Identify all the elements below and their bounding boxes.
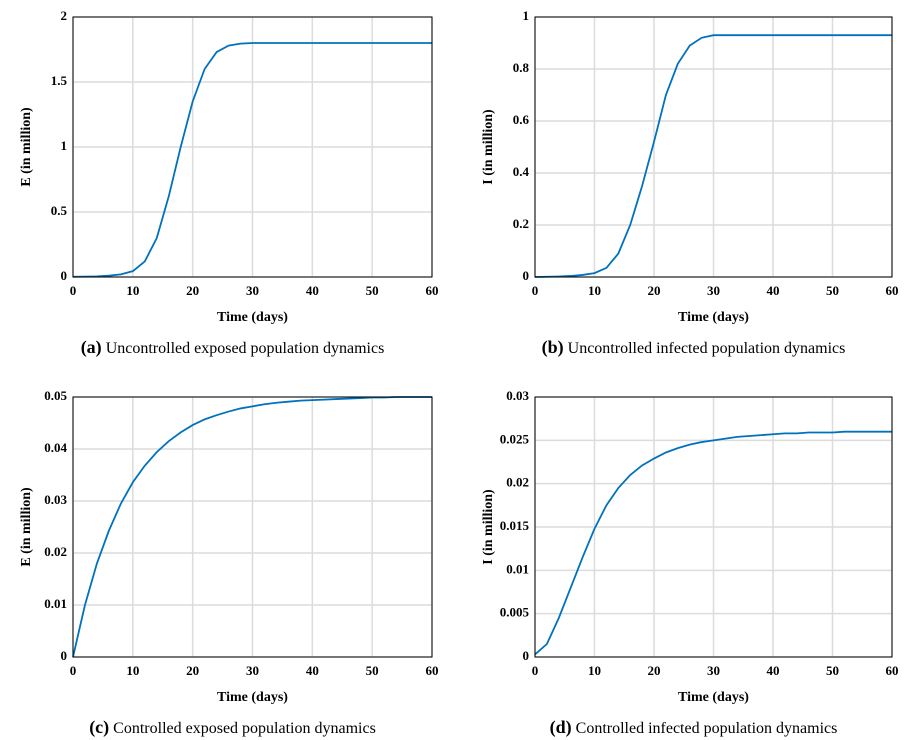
x-axis-label: Time (days) xyxy=(678,310,749,325)
y-tick-label: 0.01 xyxy=(44,596,67,611)
subplot: 0 10 20 30 40 50 60 0 0.5 1 1.5 2 Time (days) E (in m… xyxy=(19,8,438,358)
x-tick-label: 40 xyxy=(767,663,780,678)
y-tick-label: 0.8 xyxy=(513,60,530,75)
x-tick-label: 10 xyxy=(588,663,601,678)
axes-frame xyxy=(72,396,433,658)
x-axis-label: Time (days) xyxy=(217,310,288,325)
y-axis-label: E (in million) xyxy=(19,107,34,187)
caption-text: Uncontrolled infected population dynamic… xyxy=(568,340,846,357)
x-tick-label: 20 xyxy=(648,663,661,678)
x-tick-label: 60 xyxy=(886,283,899,298)
subplot: 0 10 20 30 40 50 60 0 0.2 0.4 0.6 0.8 1 Time (days) I … xyxy=(481,8,898,358)
y-tick-label: 0.05 xyxy=(44,388,67,403)
caption: (a) Uncontrolled exposed population dyna… xyxy=(81,337,385,358)
y-tick-label: 0.015 xyxy=(500,518,530,533)
line-series xyxy=(72,42,432,278)
x-tick-label: 10 xyxy=(126,663,139,678)
y-tick-label: 1 xyxy=(523,8,530,23)
line-series xyxy=(72,396,432,658)
caption-text: Controlled exposed population dynamics xyxy=(113,720,376,737)
x-tick-label: 30 xyxy=(246,663,259,678)
y-tick-label: 0 xyxy=(61,268,68,283)
x-tick-label: 60 xyxy=(886,663,899,678)
subplot: 0 10 20 30 40 50 60 0 0.01 0.02 0.03 0.04 0.05 Time (… xyxy=(19,388,438,738)
x-tick-label: 10 xyxy=(126,283,139,298)
x-tick-label: 30 xyxy=(707,283,720,298)
x-tick-label: 60 xyxy=(426,283,439,298)
x-tick-label: 50 xyxy=(366,663,379,678)
x-tick-label: 50 xyxy=(826,663,839,678)
x-tick-label: 0 xyxy=(532,663,539,678)
x-axis-label: Time (days) xyxy=(678,690,749,705)
y-axis-label: I (in million) xyxy=(481,489,496,565)
x-axis-label: Time (days) xyxy=(217,690,288,705)
axes-frame xyxy=(534,16,893,278)
y-tick-label: 0.02 xyxy=(506,475,529,490)
x-tick-label: 40 xyxy=(767,283,780,298)
line-series xyxy=(534,34,892,278)
caption: (c) Controlled exposed population dynami… xyxy=(89,717,376,738)
x-tick-label: 0 xyxy=(532,283,539,298)
x-tick-label: 20 xyxy=(186,283,199,298)
x-tick-label: 60 xyxy=(426,663,439,678)
y-tick-label: 0.005 xyxy=(500,605,530,620)
x-tick-label: 30 xyxy=(707,663,720,678)
y-tick-label: 1 xyxy=(61,138,68,153)
y-tick-label: 0 xyxy=(523,268,530,283)
y-tick-label: 0.03 xyxy=(44,492,67,507)
y-tick-label: 2 xyxy=(61,8,68,23)
line-series xyxy=(534,430,892,656)
y-tick-label: 0.03 xyxy=(506,388,529,403)
y-tick-label: 0 xyxy=(523,648,530,663)
y-tick-label: 0.5 xyxy=(51,203,68,218)
caption-label: (d) xyxy=(550,717,572,738)
y-axis-label: I (in million) xyxy=(481,109,496,185)
caption: (b) Uncontrolled infected population dyn… xyxy=(542,337,846,358)
x-tick-label: 0 xyxy=(70,283,77,298)
x-tick-label: 40 xyxy=(306,283,319,298)
axes-frame xyxy=(534,396,893,658)
x-tick-label: 20 xyxy=(186,663,199,678)
x-tick-label: 20 xyxy=(648,283,661,298)
y-tick-label: 0.4 xyxy=(513,164,530,179)
y-tick-label: 0.6 xyxy=(513,112,530,127)
caption-text: Controlled infected population dynamics xyxy=(576,720,838,737)
x-tick-label: 30 xyxy=(246,283,259,298)
caption-label: (a) xyxy=(81,337,102,358)
axes-frame xyxy=(72,16,433,278)
x-tick-label: 50 xyxy=(826,283,839,298)
subplot: 0 10 20 30 40 50 60 0 0.005 0.01 0.015 0.02 0.025 0.0… xyxy=(481,388,898,738)
x-tick-label: 0 xyxy=(70,663,77,678)
y-tick-label: 0.01 xyxy=(506,561,529,576)
x-tick-label: 50 xyxy=(366,283,379,298)
caption-text: Uncontrolled exposed population dynamics xyxy=(106,340,385,357)
caption: (d) Controlled infected population dynam… xyxy=(550,717,838,738)
y-tick-label: 1.5 xyxy=(51,73,68,88)
y-tick-label: 0.02 xyxy=(44,544,67,559)
y-tick-label: 0.04 xyxy=(44,440,67,455)
y-tick-label: 0 xyxy=(61,648,68,663)
caption-label: (c) xyxy=(89,717,109,738)
y-tick-label: 0.2 xyxy=(513,216,529,231)
y-tick-label: 0.025 xyxy=(500,431,530,446)
y-axis-label: E (in million) xyxy=(19,487,34,567)
x-tick-label: 10 xyxy=(588,283,601,298)
x-tick-label: 40 xyxy=(306,663,319,678)
caption-label: (b) xyxy=(542,337,564,358)
